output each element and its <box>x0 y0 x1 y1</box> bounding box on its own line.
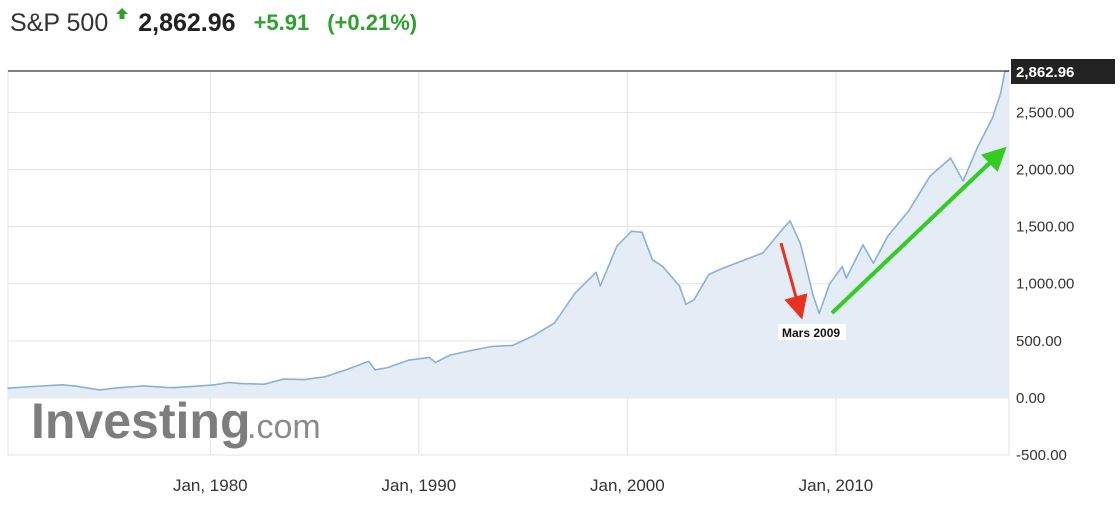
data-point <box>368 360 370 363</box>
data-point <box>828 282 831 285</box>
data-point <box>685 303 687 306</box>
arrow-up-icon <box>116 7 129 25</box>
x-tick-label: Jan, 1990 <box>381 476 456 495</box>
data-point <box>862 244 864 246</box>
data-point <box>929 175 931 178</box>
red-arrow-annotation <box>779 242 808 320</box>
data-point <box>962 180 964 182</box>
data-point <box>812 294 814 296</box>
last-price-box <box>1011 59 1115 84</box>
watermark-brand: Investing <box>31 393 250 449</box>
data-point <box>741 260 743 262</box>
y-tick-label: 2,500.00 <box>1016 104 1074 121</box>
data-point <box>174 386 176 389</box>
data-point <box>511 344 514 347</box>
data-point <box>263 383 266 386</box>
mars-2009-label: Mars 2009 <box>782 326 840 340</box>
data-point <box>199 385 201 387</box>
data-point <box>818 312 820 315</box>
data-point <box>762 252 764 254</box>
series-area <box>8 71 1009 398</box>
data-point <box>595 271 597 274</box>
data-point <box>532 334 535 337</box>
data-point <box>449 354 451 356</box>
data-point <box>434 361 437 364</box>
data-point <box>641 231 643 234</box>
data-point <box>115 387 118 389</box>
data-point <box>949 157 952 159</box>
y-tick-label: 0.00 <box>1016 390 1045 407</box>
data-point <box>662 265 664 268</box>
data-point <box>345 369 347 371</box>
data-point <box>720 268 722 270</box>
y-tick-label: -500.00 <box>1016 447 1067 464</box>
data-point <box>841 265 843 268</box>
data-point <box>707 273 710 276</box>
data-point <box>282 378 285 380</box>
data-point <box>240 382 243 385</box>
index-name: S&P 500 <box>10 8 109 37</box>
data-point <box>872 262 875 265</box>
data-point <box>991 117 994 119</box>
data-point <box>99 389 101 391</box>
data-point <box>142 385 145 387</box>
y-tick-label: 2,000.00 <box>1016 162 1074 179</box>
data-point <box>165 386 168 389</box>
annotation-box <box>778 324 846 340</box>
data-point <box>374 369 376 371</box>
investing-logo: Investing .com <box>31 393 321 449</box>
data-point <box>61 384 63 386</box>
data-point <box>553 322 556 324</box>
data-point <box>599 285 602 287</box>
data-point <box>976 145 979 148</box>
data-point <box>7 387 9 390</box>
quote-header: S&P 500 2,862.96 +5.91 (+0.21%) <box>10 6 417 40</box>
data-point <box>630 230 633 232</box>
data-point <box>908 209 910 212</box>
last-price-tag: 2,862.96 <box>1011 59 1115 84</box>
data-point <box>845 277 848 279</box>
data-point <box>783 227 785 229</box>
data-point <box>32 385 34 388</box>
data-point <box>789 220 791 222</box>
data-point <box>574 292 576 294</box>
x-tick-label: Jan, 2010 <box>799 476 874 495</box>
data-point <box>303 378 305 381</box>
data-point <box>887 235 889 237</box>
last-price-axis-label: 2,862.96 <box>1016 64 1074 81</box>
x-tick-label: Jan, 1980 <box>173 476 248 495</box>
data-point <box>651 258 654 261</box>
x-tick-label: Jan, 2000 <box>590 476 665 495</box>
data-point <box>678 285 681 287</box>
price-change-percent: (+0.21%) <box>327 10 418 35</box>
data-point <box>470 349 472 352</box>
data-point <box>799 243 802 245</box>
data-point <box>213 384 216 386</box>
data-point <box>616 245 618 247</box>
last-price: 2,862.96 <box>138 8 236 37</box>
data-point <box>999 92 1002 94</box>
data-point <box>324 376 326 378</box>
green-arrow-annotation <box>830 146 1007 315</box>
data-point <box>407 359 410 362</box>
data-point <box>491 345 493 348</box>
y-tick-label: 1,500.00 <box>1016 219 1074 236</box>
y-tick-label: 500.00 <box>1016 333 1062 350</box>
data-point <box>386 366 389 369</box>
y-tick-label: 1,000.00 <box>1016 276 1074 293</box>
data-point <box>693 298 695 301</box>
data-point <box>228 381 230 384</box>
price-change: +5.91 <box>253 10 310 35</box>
data-point <box>73 385 76 387</box>
data-point <box>428 356 431 359</box>
watermark-suffix: .com <box>247 408 321 446</box>
